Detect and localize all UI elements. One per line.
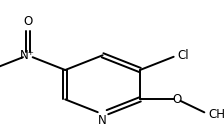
Text: N: N	[98, 114, 107, 127]
Text: Cl: Cl	[177, 49, 189, 62]
Text: O: O	[173, 93, 182, 106]
Text: CH₃: CH₃	[208, 108, 224, 121]
Text: N⁺: N⁺	[20, 49, 35, 62]
Text: O: O	[23, 15, 32, 28]
